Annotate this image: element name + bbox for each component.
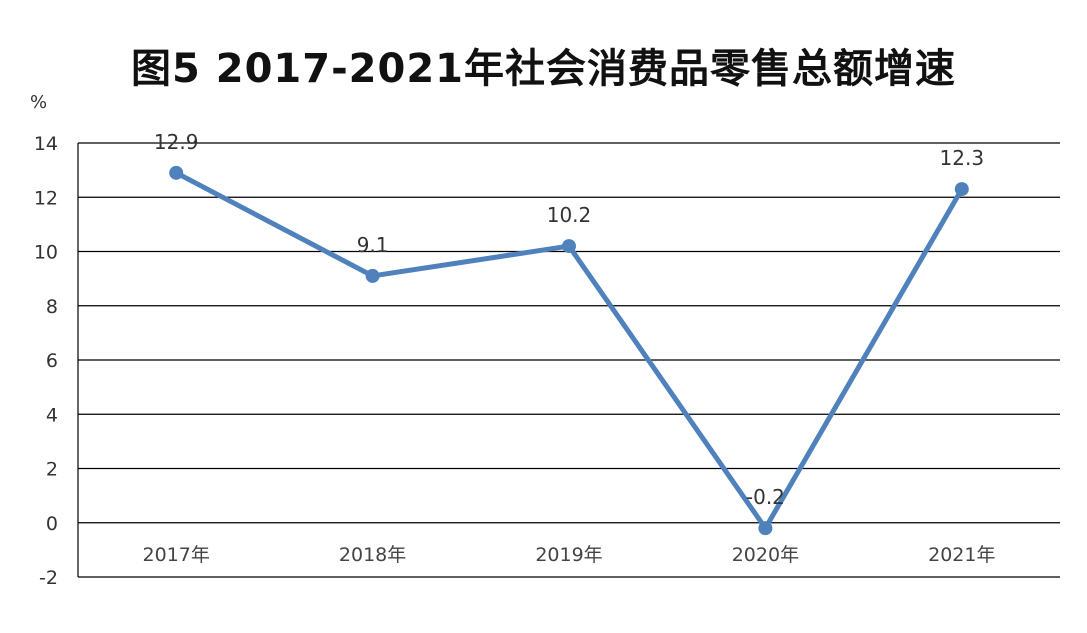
y-tick-label: -2 (39, 567, 58, 589)
data-point (169, 165, 184, 180)
data-point (365, 268, 380, 283)
x-tick-label: 2017年 (143, 544, 210, 566)
y-tick-label: 4 (46, 404, 58, 426)
y-tick-label: 8 (46, 296, 58, 318)
x-tick-label: 2020年 (732, 544, 799, 566)
y-tick-label: 14 (34, 133, 58, 155)
data-label: 10.2 (547, 203, 592, 227)
data-label: 9.1 (357, 233, 389, 257)
y-tick-label: 10 (34, 242, 58, 264)
chart-title: 图5 2017-2021年社会消费品零售总额增速 (130, 46, 956, 92)
data-label: 12.9 (154, 130, 199, 154)
y-axis-unit-label: % (30, 92, 47, 113)
x-tick-label: 2018年 (339, 544, 406, 566)
data-point (954, 182, 969, 197)
data-label: -0.2 (746, 485, 785, 509)
data-point (758, 521, 773, 536)
y-tick-label: 12 (34, 187, 58, 209)
series-group (169, 165, 969, 536)
data-label: 12.3 (940, 146, 985, 170)
x-axis-labels: 2017年 2018年 2019年 2020年 2021年 (143, 544, 996, 566)
x-tick-label: 2019年 (535, 544, 602, 566)
y-tick-label: 6 (46, 350, 58, 372)
y-axis: 14 12 10 8 6 4 2 0 -2 (34, 133, 79, 589)
y-tick-label: 0 (46, 513, 58, 535)
data-point (562, 239, 576, 254)
data-labels: 12.9 9.1 10.2 -0.2 12.3 (154, 130, 984, 509)
y-tick-label: 2 (46, 459, 58, 481)
x-tick-label: 2021年 (928, 544, 995, 566)
